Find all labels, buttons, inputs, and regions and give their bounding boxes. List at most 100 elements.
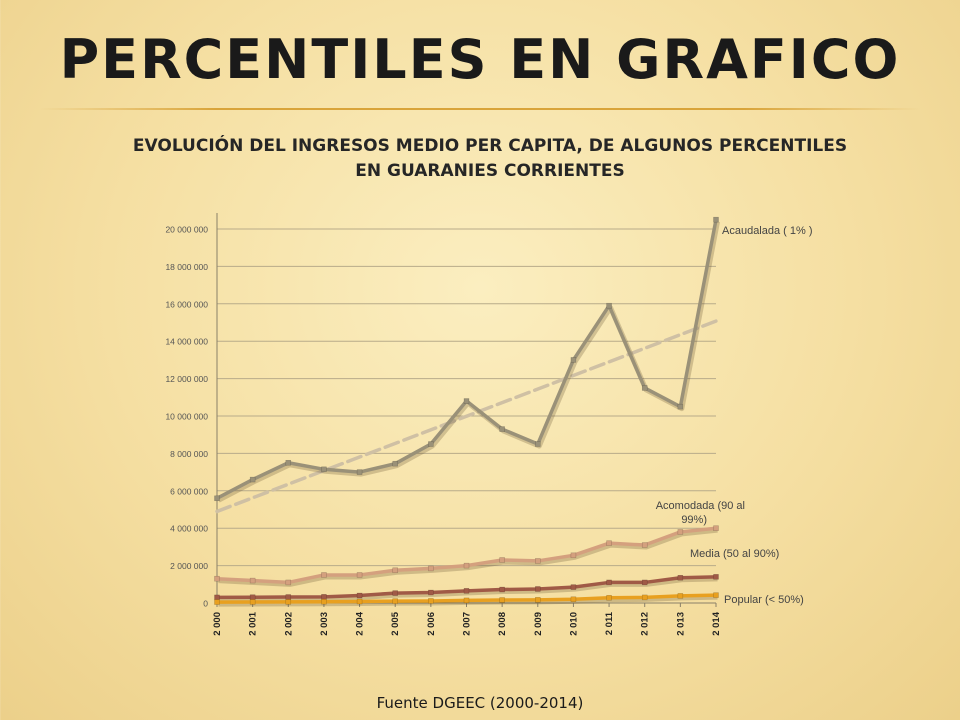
data-point	[641, 542, 648, 548]
data-point	[713, 574, 719, 580]
y-tick-label: 4 000 000	[170, 524, 208, 534]
data-point	[321, 594, 327, 600]
series-line	[216, 219, 718, 500]
data-point	[713, 525, 719, 531]
x-tick-label: 2 004	[355, 611, 366, 635]
y-tick-label: 12 000 000	[165, 374, 208, 384]
data-point	[570, 357, 577, 363]
data-point	[535, 558, 541, 564]
x-tick-label: 2 000	[212, 612, 223, 636]
data-point	[356, 469, 363, 475]
data-point	[463, 597, 470, 604]
data-point	[606, 595, 612, 601]
data-point	[499, 557, 505, 563]
y-tick-label: 18 000 000	[165, 262, 208, 272]
data-point	[392, 567, 398, 574]
data-point	[463, 562, 470, 569]
x-tick-label: 2 002	[283, 612, 294, 636]
data-point	[713, 216, 719, 223]
chart-title-line-1: EVOLUCIÓN DEL INGRESOS MEDIO PER CAPITA,…	[132, 136, 848, 156]
data-point	[570, 584, 577, 590]
x-tick-label: 2 013	[675, 612, 686, 636]
data-point	[249, 599, 256, 605]
data-point	[428, 441, 434, 447]
y-tick-label: 20 000 000	[165, 225, 208, 235]
series-label: Popular (< 50%)	[724, 594, 804, 606]
data-point	[641, 594, 648, 601]
y-tick-label: 10 000 000	[165, 412, 208, 422]
series-label: Acaudalada ( 1% )	[722, 225, 813, 237]
x-tick-label: 2 014	[711, 611, 722, 635]
y-tick-label: 14 000 000	[165, 337, 208, 347]
title-divider	[40, 108, 920, 110]
data-point	[535, 441, 541, 447]
x-tick-label: 2 011	[604, 611, 615, 635]
data-point	[499, 597, 505, 603]
slide-title: PERCENTILES EN GRAFICO	[59, 28, 901, 91]
y-tick-label: 0	[203, 599, 208, 609]
y-tick-label: 16 000 000	[165, 299, 208, 309]
data-point	[356, 572, 363, 578]
data-point	[677, 403, 684, 410]
data-point	[570, 596, 577, 603]
data-point	[392, 598, 398, 604]
data-point	[677, 529, 684, 535]
data-point	[535, 586, 541, 592]
data-point	[214, 495, 220, 502]
data-point	[356, 592, 363, 599]
chart-title-line-2: EN GUARANIES CORRIENTES	[355, 161, 625, 181]
series-shadow	[218, 527, 718, 587]
data-point	[463, 588, 470, 594]
x-tick-label: 2 005	[390, 611, 401, 635]
data-point	[606, 540, 612, 546]
y-tick-label: 6 000 000	[170, 486, 208, 496]
data-point	[535, 597, 541, 603]
x-tick-label: 2 010	[568, 612, 579, 636]
data-point	[428, 598, 434, 604]
data-point	[214, 594, 220, 601]
x-tick-label: 2 001	[248, 611, 259, 635]
data-point	[641, 385, 648, 391]
trendline	[215, 319, 718, 514]
data-point	[321, 466, 327, 473]
y-tick-label: 2 000 000	[170, 561, 208, 571]
data-point	[499, 586, 505, 593]
data-point	[641, 579, 648, 586]
data-point	[249, 577, 256, 584]
data-point	[214, 575, 220, 582]
data-point	[285, 599, 292, 605]
data-point	[677, 593, 684, 599]
source-note: Fuente DGEEC (2000-2014)	[376, 694, 584, 712]
data-point	[285, 594, 292, 600]
x-tick-label: 2 003	[319, 612, 330, 636]
data-point	[249, 594, 256, 600]
data-point	[392, 590, 398, 596]
x-tick-label: 2 007	[462, 612, 473, 636]
data-point	[356, 598, 363, 605]
data-point	[214, 599, 220, 605]
data-point	[463, 398, 470, 404]
series-label: 99%)	[681, 514, 707, 526]
y-tick-label: 8 000 000	[170, 449, 208, 459]
data-point	[606, 302, 612, 309]
data-point	[321, 598, 327, 605]
x-tick-label: 2 009	[533, 612, 544, 636]
data-point	[285, 460, 292, 466]
series-shadow	[217, 221, 720, 503]
data-point	[321, 572, 327, 578]
data-point	[285, 579, 292, 586]
data-point	[677, 575, 684, 581]
data-point	[428, 589, 434, 596]
x-tick-label: 2 008	[497, 612, 508, 636]
data-point	[499, 426, 505, 432]
data-point	[392, 460, 398, 467]
series-label: Media (50 al 90%)	[690, 548, 779, 560]
data-point	[249, 476, 256, 483]
data-point	[570, 552, 577, 559]
chart-title: EVOLUCIÓN DEL INGRESOS MEDIO PER CAPITA,…	[80, 134, 900, 184]
data-point	[606, 579, 612, 586]
data-point	[428, 565, 434, 572]
x-tick-label: 2 012	[640, 612, 651, 636]
data-point	[713, 592, 719, 598]
series-line	[216, 526, 717, 585]
